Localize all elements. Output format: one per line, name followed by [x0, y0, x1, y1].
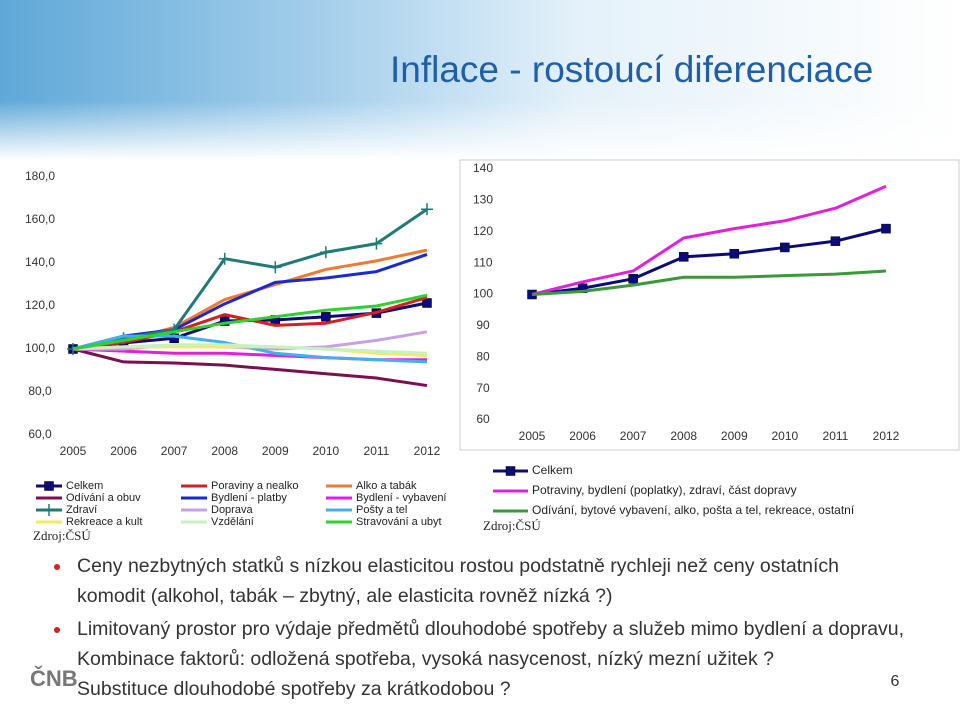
marker — [678, 252, 689, 262]
series-line — [531, 184, 887, 296]
series-line — [531, 227, 887, 296]
marker — [219, 316, 230, 326]
y-tick-label: 60 — [476, 412, 490, 426]
marker — [319, 246, 332, 259]
y-tick-label: 120 — [473, 224, 493, 238]
series-line — [531, 269, 887, 296]
chart-source: Zdroj:ČSÚ — [483, 518, 541, 533]
x-tick-label: 2012 — [873, 429, 900, 443]
y-tick-label: 60,0 — [28, 427, 52, 441]
slide-title: Inflace - rostoucí diferenciace — [390, 49, 873, 90]
x-tick-label: 2009 — [721, 429, 748, 443]
page-number: 6 — [891, 673, 900, 690]
series-line — [72, 347, 428, 388]
legend-label: Pošty a tel — [356, 504, 407, 516]
chart2-frame — [459, 159, 960, 451]
chart-source: Zdroj:ČSÚ — [33, 528, 91, 543]
legend-label: Rekreace a kult — [66, 516, 142, 528]
y-tick-label: 120,0 — [25, 298, 55, 312]
x-tick-label: 2010 — [313, 444, 340, 458]
y-tick-label: 100,0 — [25, 341, 55, 355]
x-tick-label: 2007 — [161, 444, 188, 458]
y-tick-label: 140 — [473, 161, 493, 175]
marker — [421, 203, 433, 216]
bullet-text: Ceny nezbytných statků s nízkou elastici… — [77, 555, 839, 577]
legend-label: Odívání, bytové vybavení, alko, pošta a … — [532, 503, 855, 517]
marker — [780, 242, 790, 253]
legend-label: Bydlení - vybavení — [356, 492, 447, 504]
marker — [269, 261, 282, 274]
y-tick-label: 100 — [473, 287, 493, 301]
header-fade — [0, 100, 960, 160]
x-tick-label: 2008 — [211, 444, 238, 458]
x-tick-label: 2010 — [772, 429, 799, 443]
legend-label: Celkem — [532, 463, 573, 477]
legend-label: Potraviny, bydlení (poplatky), zdraví, č… — [532, 483, 797, 497]
y-tick-label: 130 — [473, 193, 493, 207]
bullet-dot — [54, 564, 60, 570]
bullet-dot — [54, 627, 60, 633]
legend-label: Vzdělání — [211, 516, 254, 528]
legend-label: Odívání a obuv — [66, 492, 141, 504]
series-line — [72, 343, 428, 355]
y-tick-label: 160,0 — [25, 212, 55, 226]
x-tick-label: 2006 — [110, 444, 137, 458]
marker — [321, 312, 331, 322]
marker — [505, 466, 516, 476]
marker — [628, 274, 638, 284]
bullet-text: Kombinace faktorů: odložená spotřeba, vy… — [77, 648, 774, 670]
logo: ČNB — [30, 666, 78, 691]
marker — [729, 248, 740, 259]
legend-label: Bydlení - platby — [211, 492, 287, 504]
x-tick-label: 2009 — [262, 444, 289, 458]
legend-label: Doprava — [211, 504, 253, 516]
y-tick-label: 80,0 — [28, 384, 52, 398]
y-tick-label: 90 — [476, 318, 490, 332]
bullet-text: Substituce dlouhodobé spotřeby za krátko… — [77, 678, 511, 700]
bullet-text: Limitovaný prostor pro výdaje předmětů d… — [77, 618, 904, 640]
y-tick-label: 70 — [476, 381, 490, 395]
x-tick-label: 2007 — [620, 429, 647, 443]
marker — [830, 236, 841, 246]
series-line — [72, 208, 428, 351]
legend-label: Stravování a ubyt — [356, 516, 442, 528]
legend-label: Alko a tabák — [356, 480, 417, 492]
x-tick-label: 2011 — [823, 429, 849, 443]
y-tick-label: 80 — [476, 349, 490, 363]
marker — [881, 223, 891, 234]
x-tick-label: 2008 — [670, 429, 697, 443]
y-tick-label: 110 — [473, 255, 492, 269]
x-tick-label: 2005 — [60, 444, 87, 458]
x-tick-label: 2011 — [364, 444, 390, 458]
series-line — [72, 248, 428, 351]
y-tick-label: 180,0 — [25, 169, 55, 183]
marker — [218, 252, 231, 265]
legend-label: Zdraví — [66, 504, 97, 516]
bullet-text: komodit (alkohol, tabák – zbytný, ale el… — [77, 585, 612, 607]
marker — [370, 237, 383, 250]
marker — [43, 504, 55, 516]
legend-label: Poraviny a nealko — [211, 480, 298, 492]
legend-label: Celkem — [66, 480, 103, 492]
marker — [44, 481, 54, 491]
y-tick-label: 140,0 — [25, 255, 55, 269]
x-tick-label: 2012 — [414, 444, 441, 458]
x-tick-label: 2005 — [519, 429, 546, 443]
series-line — [72, 293, 428, 351]
x-tick-label: 2006 — [569, 429, 596, 443]
